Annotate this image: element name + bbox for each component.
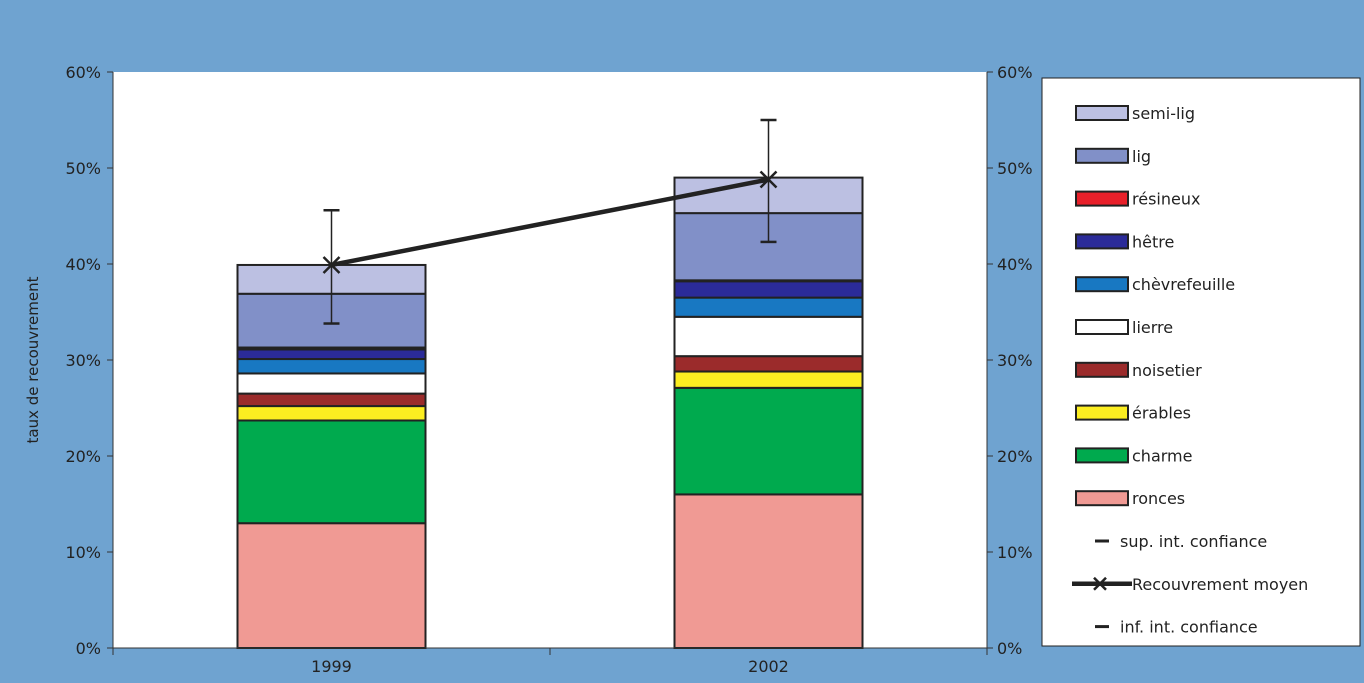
bar-chevrefeuille-1999 bbox=[236, 358, 427, 375]
legend-label-noisetier: noisetier bbox=[1132, 361, 1202, 380]
y2-tick-label: 30% bbox=[997, 351, 1033, 370]
y-tick-label: 50% bbox=[65, 159, 101, 178]
bars-layer bbox=[236, 176, 864, 650]
legend-label-erables: érables bbox=[1132, 404, 1191, 423]
y-tick-label: 0% bbox=[76, 639, 101, 658]
bar-erables-1999 bbox=[236, 405, 427, 422]
y-tick-label: 30% bbox=[65, 351, 101, 370]
bar-lierre-2002 bbox=[673, 315, 864, 358]
legend-label-charme: charme bbox=[1132, 446, 1192, 465]
legend-label-inf-int-confiance: inf. int. confiance bbox=[1120, 618, 1258, 637]
bar-erables-2002 bbox=[673, 370, 864, 389]
bar-ronces-1999 bbox=[236, 522, 427, 650]
legend-label-lig: lig bbox=[1132, 147, 1151, 166]
ticks-layer: 0% 10% 20% 30% 40% 50% 60% 0% 10% 20% 30% 40% 50% 60%… bbox=[65, 63, 1032, 676]
y-tick-label: 10% bbox=[65, 543, 101, 562]
x-tick-label: 1999 bbox=[311, 657, 352, 676]
y2-tick-label: 50% bbox=[997, 159, 1033, 178]
bar-charme-1999 bbox=[236, 419, 427, 525]
bar-ronces-2002 bbox=[673, 493, 864, 649]
y-tick-label: 40% bbox=[65, 255, 101, 274]
y-tick-label: 60% bbox=[65, 63, 101, 82]
legend-label-resineux: résineux bbox=[1132, 190, 1200, 209]
legend-label-sup-int-confiance: sup. int. confiance bbox=[1120, 532, 1267, 551]
legend-label-lierre: lierre bbox=[1132, 318, 1173, 337]
legend-swatch-hetre bbox=[1075, 233, 1129, 250]
legend-swatch-semi-lig bbox=[1075, 105, 1129, 121]
bar-hetre-1999 bbox=[236, 348, 427, 361]
legend-x-marker bbox=[1093, 576, 1107, 591]
bar-noisetier-2002 bbox=[673, 355, 864, 373]
legend-label-semi-lig: semi-lig bbox=[1132, 104, 1195, 123]
legend-swatch-lig bbox=[1075, 147, 1129, 164]
bar-noisetier-1999 bbox=[236, 392, 427, 408]
y2-tick-label: 40% bbox=[997, 255, 1033, 274]
y2-tick-label: 0% bbox=[997, 639, 1022, 658]
y-axis-label: taux de recouvrement bbox=[24, 276, 42, 443]
bar-charme-2002 bbox=[673, 386, 864, 496]
legend-swatch-erables bbox=[1075, 404, 1129, 421]
legend-label-chevrefeuille: chèvrefeuille bbox=[1132, 275, 1235, 294]
y2-tick-label: 60% bbox=[997, 63, 1033, 82]
mean-marker-1999 bbox=[322, 256, 341, 274]
legend-label-ronces: ronces bbox=[1132, 489, 1185, 508]
bar-chevrefeuille-2002 bbox=[673, 296, 864, 318]
y-tick-label: 20% bbox=[65, 447, 101, 466]
legend-swatch-charme bbox=[1075, 447, 1129, 464]
legend-items: semi-lig lig résineux hêtre chèvrefeuille lie… bbox=[1072, 104, 1308, 637]
bar-lierre-1999 bbox=[236, 372, 427, 395]
bar-hetre-2002 bbox=[673, 280, 864, 299]
legend-label-hetre: hêtre bbox=[1132, 232, 1174, 251]
legend-swatch-chevrefeuille bbox=[1075, 276, 1129, 293]
y2-tick-label: 20% bbox=[997, 447, 1033, 466]
legend-swatch-lierre bbox=[1075, 319, 1129, 335]
legend-label-recouvrement-moyen: Recouvrement moyen bbox=[1132, 575, 1308, 594]
y2-tick-label: 10% bbox=[997, 543, 1033, 562]
x-tick-label: 2002 bbox=[748, 657, 789, 676]
mean-line-layer bbox=[322, 170, 778, 274]
legend-swatch-resineux bbox=[1075, 190, 1129, 207]
mean-marker-2002 bbox=[759, 170, 778, 189]
mean-line bbox=[331, 177, 769, 268]
legend-swatch-noisetier bbox=[1075, 361, 1129, 378]
legend-swatch-ronces bbox=[1075, 490, 1129, 507]
